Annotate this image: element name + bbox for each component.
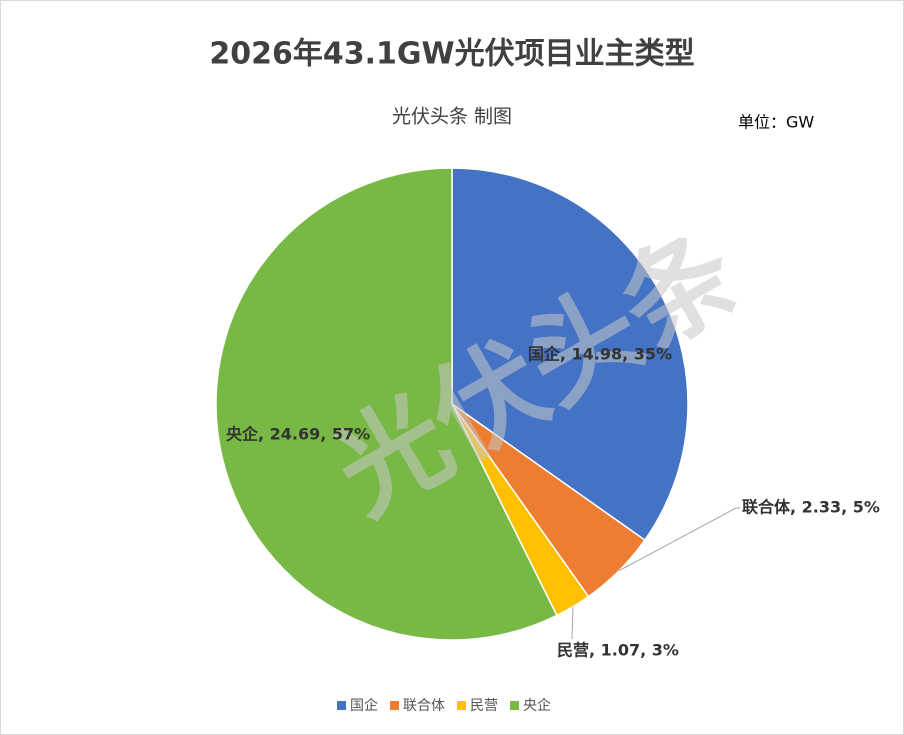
legend-swatch	[337, 701, 346, 710]
data-label: 民营, 1.07, 3%	[557, 641, 679, 660]
chart-subtitle: 光伏头条 制图	[392, 106, 512, 128]
leader-line	[571, 606, 574, 640]
pie-slice	[451, 167, 689, 542]
legend-swatch	[457, 701, 466, 710]
legend: 国企 联合体 民营 央企	[337, 697, 551, 714]
legend-label: 央企	[523, 697, 551, 714]
data-label: 央企, 24.69, 57%	[226, 425, 370, 444]
pie-slice	[215, 167, 558, 641]
data-label: 国企, 14.98, 35%	[528, 345, 672, 364]
unit-label: 单位：GW	[738, 113, 814, 132]
legend-swatch	[510, 701, 519, 710]
legend-label: 民营	[470, 698, 498, 714]
legend-swatch	[390, 701, 399, 710]
data-label: 联合体, 2.33, 5%	[742, 498, 880, 517]
legend-label: 联合体	[403, 698, 445, 714]
chart-title: 2026年43.1GW光伏项目业主类型	[209, 37, 694, 72]
data-labels: 国企, 14.98, 35% 联合体, 2.33, 5% 民营, 1.07, 3% 央…	[226, 345, 880, 660]
pie	[215, 167, 689, 641]
leader-line	[618, 507, 740, 572]
legend-label: 国企	[350, 697, 378, 714]
